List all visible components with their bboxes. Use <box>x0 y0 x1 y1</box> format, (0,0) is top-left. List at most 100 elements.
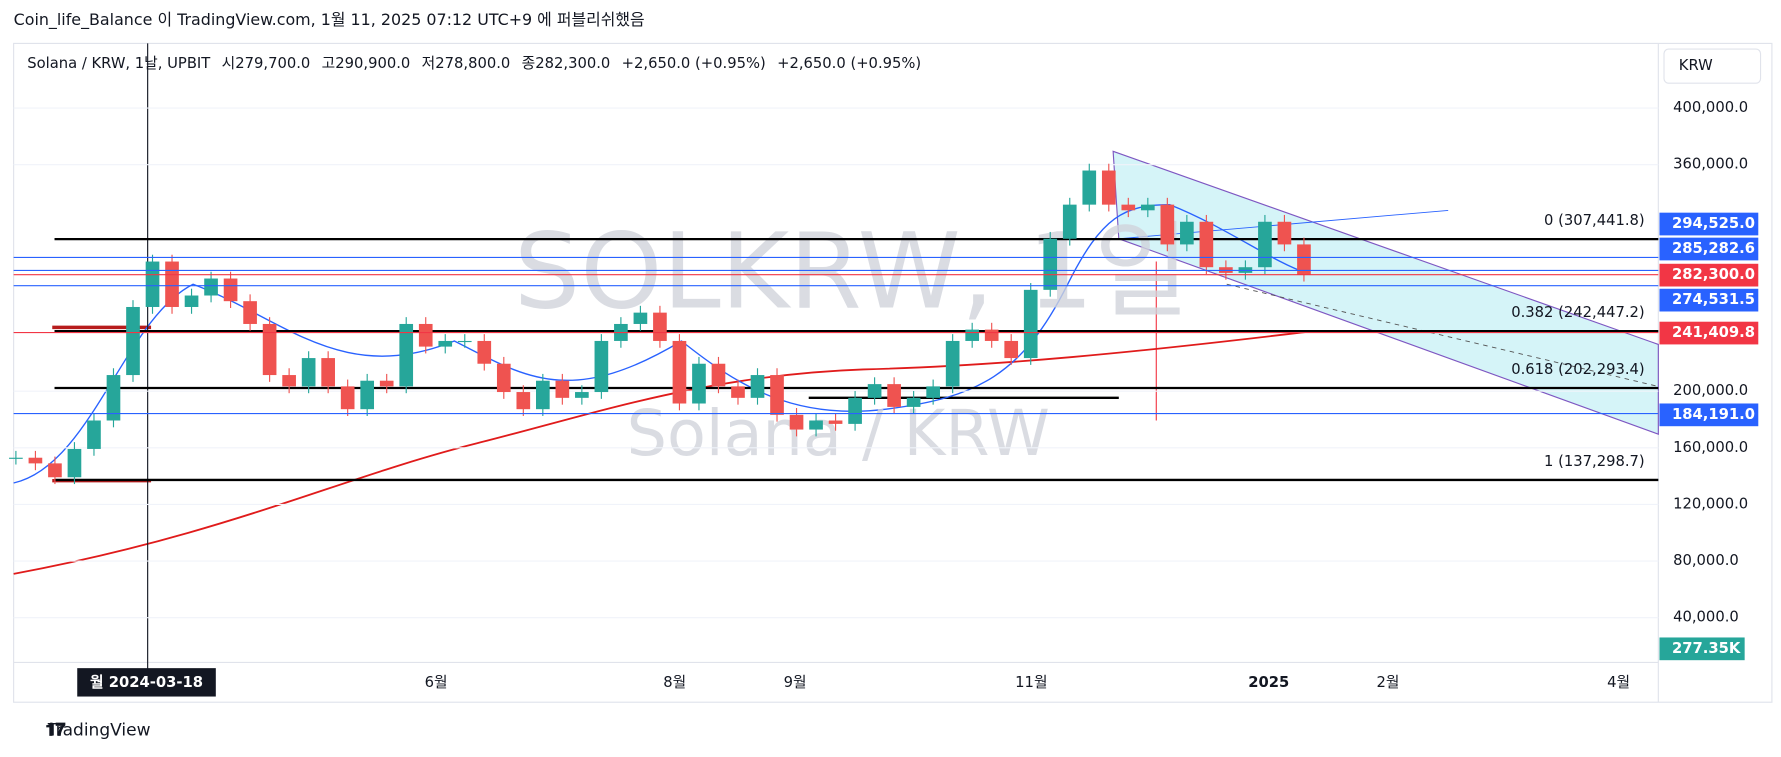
candle <box>360 380 375 410</box>
price-label-bg <box>1659 321 1759 345</box>
crosshair-date-bg <box>77 668 216 697</box>
candle <box>1160 204 1175 245</box>
moving-average-20 <box>13 204 1307 484</box>
candle <box>1199 221 1214 268</box>
candle <box>594 340 609 393</box>
price-label-bg <box>1659 212 1759 236</box>
price-label: 241,409.8 <box>1672 324 1755 341</box>
candle <box>67 448 82 478</box>
x-tick-label: 11월 <box>1015 674 1047 691</box>
candle <box>1140 204 1155 211</box>
y-tick-label: 360,000.0 <box>1673 156 1748 173</box>
candle <box>945 340 960 387</box>
currency-button[interactable] <box>1663 48 1762 84</box>
candle <box>887 384 901 407</box>
candle <box>301 358 316 387</box>
y-tick-label: 40,000.0 <box>1673 609 1739 626</box>
price-label: 294,525.0 <box>1672 215 1755 232</box>
candle <box>1297 244 1311 275</box>
fib-label: 0 (307,441.8) <box>1544 212 1645 229</box>
candle <box>457 340 472 343</box>
brand: TradingView <box>47 721 151 741</box>
candle <box>204 278 218 296</box>
candle <box>867 384 882 398</box>
candle <box>1062 204 1077 239</box>
candle <box>1004 340 1019 359</box>
candle <box>731 386 745 398</box>
candle <box>692 363 706 404</box>
x-tick-label: 6월 <box>425 674 448 691</box>
candle <box>262 323 277 376</box>
candle <box>145 261 160 307</box>
fib-label: 1 (137,298.7) <box>1544 453 1645 470</box>
x-tick-label: 9월 <box>784 674 807 691</box>
x-tick-label: 8월 <box>663 674 686 691</box>
candle <box>106 375 121 421</box>
candle <box>28 457 43 464</box>
price-label-bg <box>1659 288 1759 312</box>
candle <box>653 312 667 341</box>
y-tick-label: 200,000.0 <box>1673 382 1748 399</box>
y-tick-label: 400,000.0 <box>1673 99 1748 116</box>
candle <box>750 375 765 398</box>
watermark-name: Solana / KRW <box>627 396 1050 470</box>
x-tick-label: 2025 <box>1248 674 1289 691</box>
candle <box>477 340 492 364</box>
candle <box>184 295 199 307</box>
candle <box>496 363 511 393</box>
candle <box>243 301 257 324</box>
candle <box>1082 170 1097 205</box>
candle <box>438 340 453 347</box>
candle <box>1180 221 1194 245</box>
fib-label: 0.618 (202,293.4) <box>1511 361 1645 378</box>
x-tick-label: 4월 <box>1607 674 1630 691</box>
candle <box>828 420 843 424</box>
volume-label-bg <box>1659 637 1745 661</box>
x-tick-label: 월 2024-03-18 <box>90 674 203 691</box>
candle <box>516 392 531 410</box>
candle <box>418 323 433 347</box>
candle <box>848 397 862 424</box>
candle <box>1023 289 1038 359</box>
price-label: 274,531.5 <box>1672 291 1755 308</box>
candle <box>1121 204 1136 211</box>
legend-low: 저278,800.0 <box>422 55 511 72</box>
candle <box>672 340 687 404</box>
candle <box>1101 170 1116 205</box>
candle <box>770 375 784 415</box>
currency-button-label[interactable]: KRW <box>1679 57 1713 74</box>
fib-label: 0.382 (242,447.2) <box>1511 304 1645 321</box>
candle <box>340 386 355 410</box>
price-label: 282,300.0 <box>1672 266 1755 283</box>
candle <box>555 380 570 398</box>
y-tick-label: 120,000.0 <box>1673 495 1748 512</box>
price-label: 285,282.6 <box>1672 240 1755 257</box>
price-label-bg <box>1659 237 1759 261</box>
candle <box>906 397 921 407</box>
legend: Solana / KRW, 1날, UPBIT 시279,700.0 고290,90… <box>27 55 921 72</box>
legend-text: Solana / KRW, 1날, UPBIT 시279,700.0 고290,90… <box>27 55 921 72</box>
price-label-bg <box>1659 403 1759 427</box>
candle <box>1258 221 1272 268</box>
legend-symbol: Solana / KRW, 1날, UPBIT <box>27 55 211 72</box>
parallel-channel <box>1112 150 1659 435</box>
candle <box>87 420 101 449</box>
candle <box>223 278 238 302</box>
candle <box>321 358 335 387</box>
candle <box>9 457 23 459</box>
candle <box>633 312 648 324</box>
candle <box>575 392 589 398</box>
volume-label: 277.35K <box>1672 640 1741 657</box>
y-tick-label: 80,000.0 <box>1673 552 1739 569</box>
candle <box>165 261 179 307</box>
legend-open: 시279,700.0 <box>222 55 311 72</box>
watermark-symbol: SOLKRW, 1일 <box>514 210 1190 332</box>
dashed-line <box>1226 283 1659 387</box>
publish-info: Coin_life_Balance 이 TradingView.com, 1월 … <box>14 10 645 30</box>
candle <box>399 323 414 387</box>
candle <box>1277 221 1292 245</box>
candle <box>126 306 140 376</box>
legend-change2: +2,650.0 (+0.95%) <box>777 55 921 72</box>
